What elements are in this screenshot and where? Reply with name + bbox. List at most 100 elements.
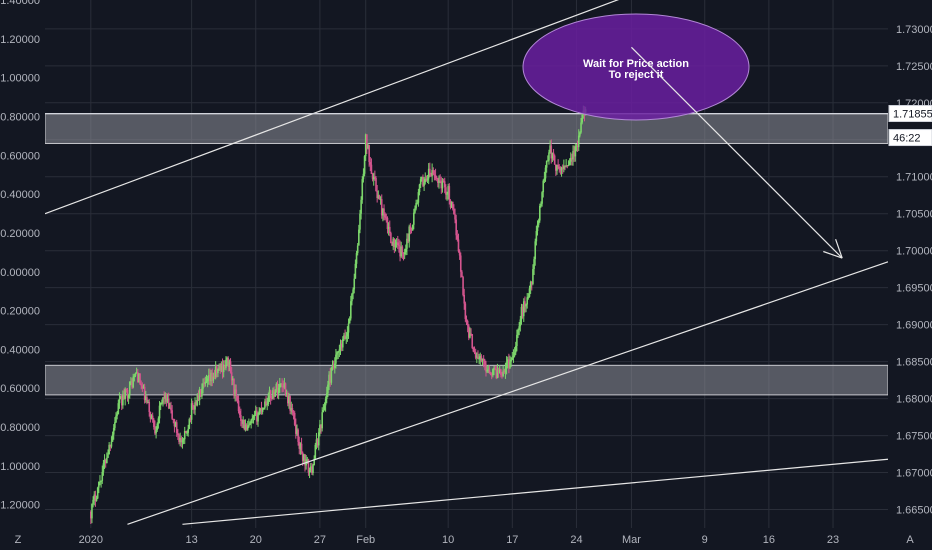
candle-body bbox=[411, 224, 414, 231]
candle-body bbox=[288, 396, 290, 404]
candle-body bbox=[576, 145, 579, 148]
candle-body bbox=[451, 201, 454, 209]
candle-body bbox=[175, 422, 178, 433]
candle-body bbox=[321, 412, 323, 429]
candle-body bbox=[169, 407, 171, 409]
candle-body bbox=[116, 414, 118, 416]
candle-body bbox=[140, 384, 143, 386]
candle-body bbox=[327, 384, 329, 394]
candle-body bbox=[234, 389, 236, 396]
candle-body bbox=[481, 358, 484, 361]
candle-body bbox=[472, 347, 475, 352]
candle-body bbox=[360, 199, 362, 214]
candle-body bbox=[539, 205, 541, 221]
candle-body bbox=[571, 157, 573, 160]
candle-body bbox=[212, 376, 215, 381]
left-axis-panel bbox=[0, 0, 45, 550]
right-axis-panel bbox=[888, 0, 932, 550]
countdown-tag-text: 46:22 bbox=[893, 133, 921, 145]
forecast-arrow bbox=[631, 46, 843, 259]
candle-body bbox=[109, 444, 112, 447]
candle-body bbox=[337, 351, 340, 353]
candle-body bbox=[525, 304, 527, 307]
candle-body bbox=[510, 359, 512, 362]
candle-body bbox=[102, 463, 105, 472]
candle-body bbox=[194, 402, 196, 410]
candle-body bbox=[431, 170, 433, 176]
candle-body bbox=[163, 397, 165, 399]
x-axis: 2020 13 20 27 Feb 10 17 24 Mar 9 16 23 bbox=[79, 534, 840, 546]
left-tick-label: 0.60000 bbox=[0, 150, 40, 162]
candle-body bbox=[151, 415, 154, 420]
candle-body bbox=[279, 384, 281, 388]
candle-body bbox=[296, 429, 298, 434]
candle-body bbox=[99, 481, 101, 483]
x-tick-label: 2020 bbox=[79, 534, 103, 546]
candle-body bbox=[285, 393, 288, 396]
candle-body bbox=[565, 165, 567, 167]
candle-body bbox=[303, 454, 305, 461]
candle-body bbox=[295, 424, 297, 434]
candle-body bbox=[462, 277, 464, 295]
candle-body bbox=[392, 238, 394, 246]
candle-body bbox=[375, 177, 377, 192]
left-tick-label: 0.80000 bbox=[0, 111, 40, 123]
candle-body bbox=[465, 318, 468, 321]
candle-body bbox=[178, 435, 180, 442]
right-tick-label: 1.70000 bbox=[896, 246, 932, 258]
candle-body bbox=[408, 226, 411, 242]
candle-body bbox=[248, 424, 250, 427]
candle-body bbox=[376, 191, 378, 199]
candle-body bbox=[242, 419, 244, 424]
candle-body bbox=[521, 307, 524, 317]
candle-body bbox=[111, 434, 114, 442]
candle-body bbox=[325, 393, 328, 400]
candle-body bbox=[266, 404, 269, 406]
candle-body bbox=[463, 294, 466, 304]
candle-body bbox=[300, 443, 303, 453]
candle-body bbox=[339, 343, 342, 350]
candle-body bbox=[457, 239, 460, 252]
candle-body bbox=[90, 511, 92, 519]
candle-body bbox=[506, 359, 509, 363]
candle-body bbox=[410, 229, 413, 231]
candle-body bbox=[474, 352, 477, 358]
arrow-shaft bbox=[631, 46, 843, 259]
candle-body bbox=[272, 390, 274, 399]
candle-body bbox=[443, 181, 446, 188]
candle-body bbox=[490, 374, 493, 376]
candle-body bbox=[138, 373, 140, 383]
candle-body bbox=[189, 419, 192, 421]
candle-body bbox=[182, 439, 185, 441]
candle-body bbox=[91, 503, 93, 519]
candle-body bbox=[446, 193, 448, 195]
candle-body bbox=[557, 164, 559, 167]
candle-body bbox=[555, 164, 557, 171]
candle-body bbox=[262, 407, 265, 409]
candle-body bbox=[216, 366, 218, 374]
candle-body bbox=[500, 369, 502, 375]
candle-body bbox=[201, 388, 203, 397]
candle-body bbox=[207, 375, 210, 379]
candle-body bbox=[519, 319, 522, 327]
candle-body bbox=[146, 397, 148, 403]
candle-body bbox=[482, 358, 485, 361]
candle-body bbox=[324, 399, 327, 406]
candle-body bbox=[135, 372, 138, 374]
candle-body bbox=[385, 217, 388, 219]
candle-body bbox=[261, 408, 264, 412]
candle-body bbox=[154, 426, 156, 434]
candle-body bbox=[134, 373, 137, 376]
candle-body bbox=[505, 362, 508, 369]
candle-body bbox=[241, 420, 243, 424]
candle-body bbox=[316, 439, 319, 446]
candle-body bbox=[435, 178, 438, 180]
candle-body bbox=[438, 180, 440, 183]
candle-body bbox=[560, 167, 563, 171]
candle-body bbox=[165, 393, 168, 402]
candle-body bbox=[122, 395, 124, 406]
candle-body bbox=[387, 226, 390, 229]
candles bbox=[90, 105, 587, 525]
candle-body bbox=[258, 410, 260, 415]
